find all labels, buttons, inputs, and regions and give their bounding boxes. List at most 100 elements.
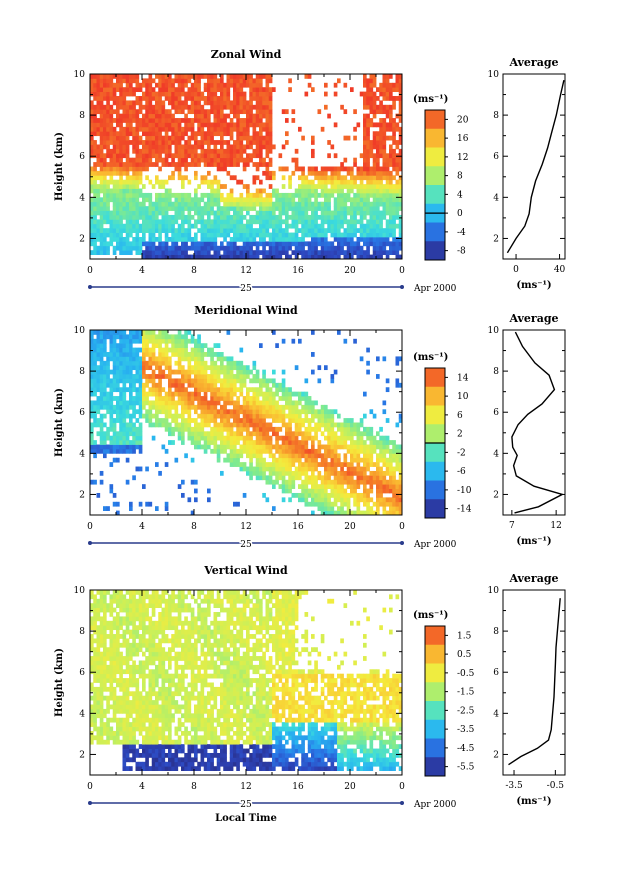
heatmap-cell xyxy=(233,153,237,159)
heatmap-cell xyxy=(307,453,312,459)
heatmap-cell xyxy=(233,109,237,115)
heatmap-cell xyxy=(112,352,117,357)
heatmap-cell xyxy=(103,365,107,371)
heatmap-cell xyxy=(213,435,218,441)
heatmap-cell xyxy=(187,338,192,344)
heatmap-cell xyxy=(389,157,393,163)
heatmap-cell xyxy=(288,426,292,432)
heatmap-cell xyxy=(151,400,156,406)
heatmap-cell xyxy=(90,201,94,207)
heatmap-cell xyxy=(138,245,143,251)
heatmap-cell xyxy=(200,236,205,242)
heatmap-cell xyxy=(291,492,296,498)
heatmap-cell xyxy=(171,254,175,260)
heatmap-cell xyxy=(320,404,325,410)
heatmap-cell xyxy=(304,453,309,459)
heatmap-cell xyxy=(103,232,107,238)
heatmap-cell xyxy=(168,74,172,79)
heatmap-cell xyxy=(330,413,335,419)
heatmap-cell xyxy=(311,413,315,419)
heatmap-cell xyxy=(129,232,133,238)
heatmap-cell xyxy=(125,206,130,211)
heatmap-cell xyxy=(233,223,237,229)
heatmap-cell xyxy=(314,210,318,216)
heatmap-cell xyxy=(151,236,156,242)
heatmap-cell xyxy=(187,140,192,145)
heatmap-cell xyxy=(298,210,302,216)
heatmap-cell xyxy=(164,118,169,123)
heatmap-cell xyxy=(177,82,182,88)
heatmap-cell xyxy=(379,457,383,463)
heatmap-cell xyxy=(249,387,253,393)
heatmap-cell xyxy=(158,250,162,255)
heatmap-cell xyxy=(112,166,117,172)
heatmap-cell xyxy=(314,245,318,251)
heatmap-cell xyxy=(112,135,117,141)
heatmap-cell xyxy=(145,197,149,203)
heatmap-cell xyxy=(340,210,344,216)
heatmap-cell xyxy=(278,444,283,450)
heatmap-cell xyxy=(148,250,153,255)
heatmap-cell xyxy=(177,104,182,110)
heatmap-cell xyxy=(301,197,305,203)
heatmap-cell xyxy=(103,74,107,79)
heatmap-cell xyxy=(220,100,224,106)
heatmap-cell xyxy=(346,510,351,516)
heatmap-cell xyxy=(324,426,328,432)
heatmap-cell xyxy=(363,223,367,229)
heatmap-cell xyxy=(207,82,211,88)
heatmap-cell xyxy=(164,188,169,194)
heatmap-cell xyxy=(372,413,377,419)
heatmap-cell xyxy=(106,144,110,150)
heatmap-cell xyxy=(262,391,266,397)
heatmap-cell xyxy=(125,435,130,441)
y-tick-label: 2 xyxy=(79,234,85,244)
heatmap-cell xyxy=(151,113,156,119)
heatmap-cell xyxy=(288,391,292,397)
heatmap-cell xyxy=(262,140,266,145)
heatmap-cell xyxy=(168,387,172,393)
heatmap-cell xyxy=(161,135,166,141)
heatmap-cell xyxy=(122,352,127,357)
heatmap-cell xyxy=(252,378,257,384)
heatmap-cell xyxy=(116,365,120,371)
heatmap-cell xyxy=(327,188,331,194)
heatmap-cell xyxy=(112,245,117,251)
heatmap-cell xyxy=(168,126,172,132)
heatmap-cell xyxy=(249,404,253,410)
heatmap-cell xyxy=(109,391,114,397)
heatmap-cell xyxy=(187,91,192,97)
heatmap-cell xyxy=(259,400,263,406)
heatmap-cell xyxy=(216,118,221,123)
heatmap-cell xyxy=(171,87,175,93)
heatmap-cell xyxy=(288,223,292,229)
heatmap-cell xyxy=(168,201,172,207)
heatmap-cell xyxy=(164,157,169,163)
heatmap-cell xyxy=(203,365,208,371)
heatmap-cell xyxy=(311,479,315,485)
heatmap-cell xyxy=(99,228,104,233)
heatmap-cell xyxy=(229,396,234,401)
heatmap-cell xyxy=(265,387,270,393)
heatmap-cell xyxy=(233,387,237,393)
heatmap-cell xyxy=(285,413,289,419)
heatmap-cell xyxy=(398,184,403,189)
heatmap-cell xyxy=(363,170,367,176)
heatmap-cell xyxy=(278,214,283,220)
heatmap-cell xyxy=(190,100,195,106)
heatmap-cell xyxy=(125,404,130,410)
heatmap-cell xyxy=(229,148,234,154)
heatmap-cell xyxy=(106,135,110,141)
heatmap-cell xyxy=(197,426,201,432)
heatmap-cell xyxy=(327,206,331,211)
heatmap-cell xyxy=(122,378,127,384)
heatmap-cell xyxy=(288,232,292,238)
heatmap-cell xyxy=(122,435,127,441)
heatmap-cell xyxy=(132,404,136,410)
heatmap-cell xyxy=(330,219,335,225)
heatmap-cell xyxy=(148,404,153,410)
heatmap-cell xyxy=(99,157,104,163)
heatmap-cell xyxy=(242,148,247,154)
heatmap-cell xyxy=(324,236,328,242)
heatmap-cell xyxy=(155,365,159,371)
